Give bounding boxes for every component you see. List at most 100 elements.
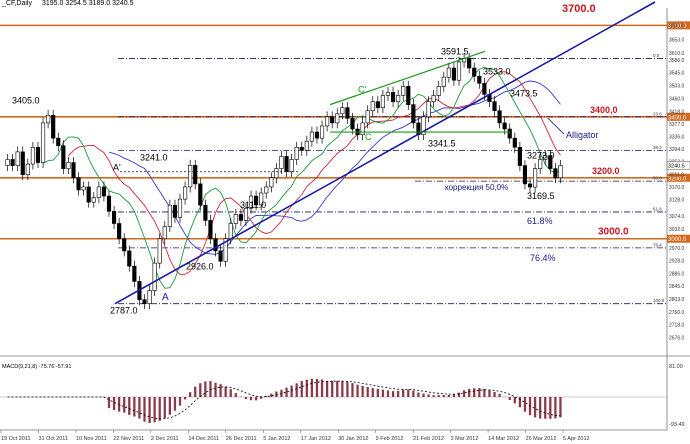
candle-body [228, 223, 233, 240]
y-tick-label: 3460.0 [669, 97, 685, 103]
candle-body [345, 107, 350, 119]
candle-body [111, 211, 117, 224]
candle-body [152, 262, 157, 291]
level-price-tag [667, 173, 690, 182]
candle-body [10, 159, 15, 166]
macd-signal-line [7, 380, 561, 420]
candle-body [142, 299, 147, 304]
candle-body [243, 207, 249, 221]
alligator-pointer [547, 118, 565, 135]
current-price-value: 3240.5 [668, 163, 685, 169]
channel-upper-line [329, 50, 486, 106]
candle-body [558, 165, 563, 179]
price-label-2926: 2926.0 [186, 261, 214, 271]
x-tick-label: 19 Oct 2011 [1, 436, 31, 442]
candle-body [188, 164, 193, 188]
candle-body [365, 110, 370, 124]
price-label-3533: 3533.0 [483, 66, 511, 76]
chart-title: _CF,Daily [2, 0, 32, 7]
macd-bottom-tick: -93.49 [669, 422, 685, 428]
y-tick-label: 3170.0 [669, 185, 685, 191]
candle-body [274, 168, 279, 179]
y-tick-label: 2970.0 [669, 246, 685, 252]
candle-body [294, 146, 299, 160]
price-label-3473: 3473.5 [510, 88, 538, 98]
candle-body [467, 58, 472, 69]
wave-label-c-prime: C' [358, 84, 366, 94]
candle-body [411, 104, 416, 124]
level-price-tag-label: 3200.0 [668, 176, 687, 182]
candle-body [482, 82, 487, 95]
fib-level-name: 38.2 [653, 145, 662, 150]
candle-body [538, 159, 543, 169]
candle-body [507, 128, 512, 139]
fib-text-764: 76.4% [530, 253, 556, 263]
x-tick-label: 26 Dec 2011 [226, 436, 257, 442]
candle-body [30, 146, 35, 165]
wave-label-c: C [365, 132, 372, 142]
candle-body [314, 131, 320, 139]
y-tick-label: 3074.0 [669, 214, 685, 220]
candle-body [213, 238, 218, 252]
candle-body [517, 146, 522, 166]
y-tick-label: 3653.0 [669, 38, 685, 44]
candle-body [254, 195, 259, 206]
candle-body [233, 214, 238, 224]
candle-body [527, 183, 533, 188]
candle-body [385, 92, 391, 96]
candle-body [66, 162, 71, 169]
candle-body [56, 137, 61, 147]
candle-body [426, 101, 431, 118]
candle-body [20, 151, 25, 176]
y-tick-label: 3586.0 [669, 58, 685, 64]
candle-body [370, 101, 375, 112]
x-tick-label: 2 Mar 2012 [451, 436, 479, 442]
candle-body [86, 186, 91, 203]
y-tick-label: 2676.0 [669, 336, 685, 342]
y-tick-label: 2718.0 [669, 323, 685, 329]
candle-body [522, 165, 528, 185]
price-label-3241: 3241.0 [140, 152, 168, 162]
candle-body [162, 226, 167, 240]
candle-body [279, 156, 284, 169]
candle-body [71, 162, 76, 179]
level-label: 3700.0 [562, 3, 596, 15]
candle-body [512, 137, 517, 148]
candle-body [543, 155, 548, 160]
candle-body [390, 92, 396, 102]
candle-body [106, 195, 112, 212]
x-tick-label: 17 Jan 2012 [301, 436, 331, 442]
x-tick-label: 22 Nov 2011 [113, 436, 144, 442]
candle-body [319, 125, 325, 139]
candle-body [472, 67, 477, 77]
y-tick-label: 2760.0 [669, 310, 685, 316]
candle-body [132, 265, 137, 282]
y-tick-label: 3700.0 [669, 23, 685, 29]
candle-body [406, 86, 411, 105]
candle-body [35, 146, 41, 163]
candle-body [223, 238, 228, 262]
y-tick-label: 2886.0 [669, 271, 685, 277]
candle-body [117, 223, 122, 240]
alligator-teeth-line [68, 71, 561, 275]
candle-body [172, 204, 178, 218]
candle-body [238, 214, 243, 221]
candle-body [208, 220, 213, 240]
fib-level-name: 23.6 [653, 111, 662, 116]
candle-body [127, 250, 132, 267]
candle-body [436, 86, 441, 96]
fib-level-name: 50.0 [653, 176, 662, 181]
price-label-2787: 2787.0 [110, 306, 138, 316]
candle-body [330, 116, 335, 124]
candle-body [61, 145, 66, 169]
candle-body [15, 151, 20, 166]
x-tick-label: 30 Jan 2012 [338, 436, 368, 442]
candle-body [451, 67, 457, 81]
price-label-3169: 3169.5 [527, 191, 555, 201]
candle-body [446, 67, 451, 78]
indicator-label-alligator: Alligator [566, 130, 599, 140]
candle-body [421, 116, 426, 135]
x-tick-label: 21 Feb 2012 [413, 436, 444, 442]
macd-label: MACD(9,21,8) -75.76 -57.91 [2, 364, 71, 370]
level-label: 3400,0 [590, 105, 618, 115]
